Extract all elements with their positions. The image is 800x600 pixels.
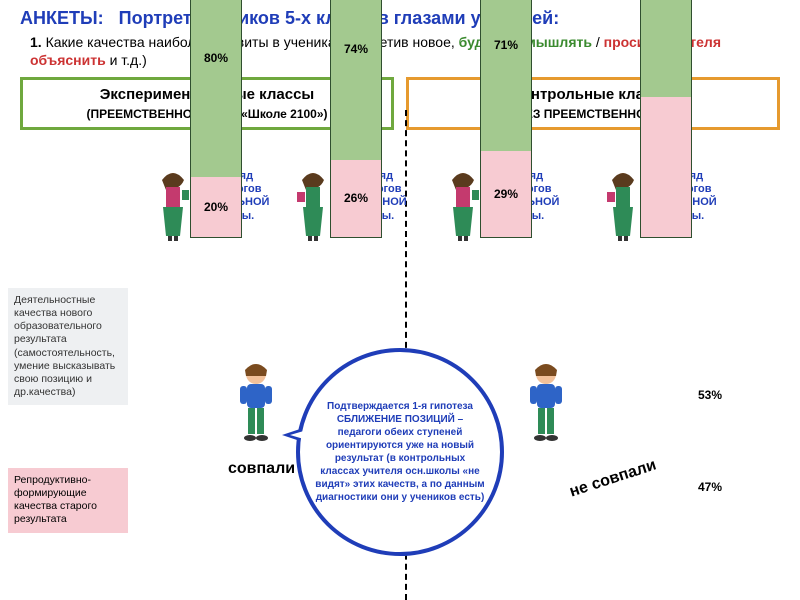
column-2: Взгляд педагогов ОСНОВНОЙ школы. 74% 26%	[290, 170, 420, 248]
teacher-icon	[156, 170, 190, 242]
bar3-bot: 29%	[481, 151, 531, 237]
bubble-tail-inner	[290, 428, 314, 442]
legend-activity-qualities: Деятельностные качества нового образоват…	[8, 288, 128, 405]
bar4-bot	[641, 97, 691, 237]
bar3-top-val: 71%	[494, 38, 518, 52]
teacher-icon	[446, 170, 480, 242]
bar2-bot-val: 26%	[344, 191, 368, 205]
bar2-top-val: 74%	[344, 42, 368, 56]
bar-4	[640, 0, 692, 238]
student-icon	[230, 362, 282, 442]
subtitle-a: Какие качества наиболее развиты в ученик…	[46, 34, 459, 50]
subtitle-sep: /	[596, 34, 604, 50]
teacher-icon	[296, 170, 330, 242]
chart-area: Деятельностные качества нового образоват…	[0, 170, 800, 570]
hypothesis-bubble: Подтверждается 1-я гипотеза СБЛИЖЕНИЕ ПО…	[296, 348, 504, 556]
match-label-1: совпали	[228, 460, 295, 478]
bar2-bot: 26%	[331, 160, 381, 237]
bar1-bot: 20%	[191, 177, 241, 237]
bar3-bot-val: 29%	[494, 187, 518, 201]
bar1-top-val: 80%	[204, 51, 228, 65]
bar4-top	[641, 0, 691, 97]
match-label-2: не совпали	[567, 457, 658, 502]
bar4-top-val: 53%	[698, 388, 722, 402]
group2-sub: (БЕЗ ПРЕЕМСТВЕННОСТИ)	[419, 107, 767, 121]
bar-3: 71% 29%	[480, 0, 532, 238]
bar3-top: 71%	[481, 0, 531, 151]
bar1-top: 80%	[191, 0, 241, 177]
subtitle-num: 1.	[30, 34, 42, 50]
column-1: Взгляд педагогов НАЧАЛЬНОЙ школы. 80% 20…	[150, 170, 280, 248]
bar-2: 74% 26%	[330, 0, 382, 238]
bar-1: 80% 20%	[190, 0, 242, 238]
teacher-icon	[606, 170, 640, 242]
title-lead: АНКЕТЫ:	[20, 8, 104, 28]
column-3: Взгляд педагогов НАЧАЛЬНОЙ школы. 71% 29…	[440, 170, 570, 248]
bubble-text: Подтверждается 1-я гипотеза СБЛИЖЕНИЕ ПО…	[314, 400, 486, 504]
bar1-bot-val: 20%	[204, 200, 228, 214]
bar2-top: 74%	[331, 0, 381, 160]
legend-reproductive-qualities: Репродуктивно-формирующие качества старо…	[8, 468, 128, 533]
student-icon	[520, 362, 572, 442]
column-4: Взгляд педагогов ОСНОВНОЙ школы. 53% 47%	[600, 170, 730, 248]
group-control: Контрольные классы (БЕЗ ПРЕЕМСТВЕННОСТИ)	[406, 77, 780, 130]
subtitle-d: и т.д.)	[110, 52, 147, 68]
group2-title: Контрольные классы	[419, 86, 767, 103]
bar4-bot-val: 47%	[698, 480, 722, 494]
